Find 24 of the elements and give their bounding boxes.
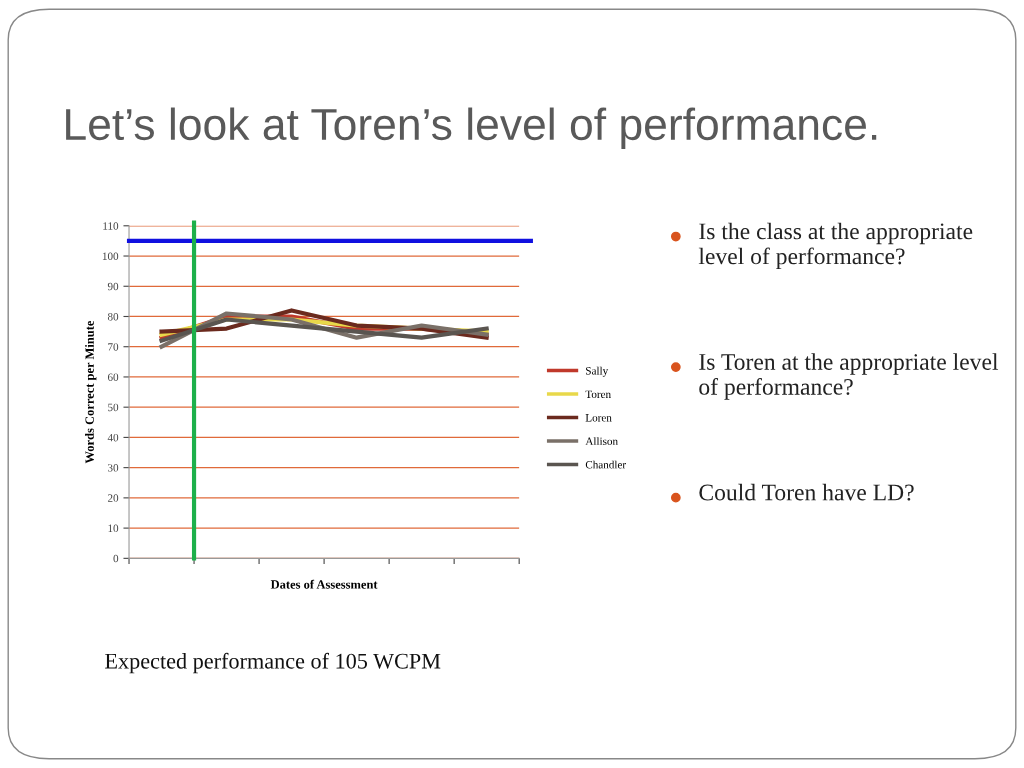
- y-tick-label: 70: [108, 343, 119, 351]
- text: Could Toren have LD?: [699, 483, 914, 501]
- legend-label: Chandler: [585, 460, 626, 469]
- y-axis-title: Words Correct per Minute: [85, 320, 97, 464]
- y-tick-label: 10: [108, 524, 119, 533]
- legend-label: Loren: [585, 414, 612, 422]
- y-tick-label: 50: [108, 403, 119, 412]
- y-tick-label: 80: [107, 312, 119, 321]
- y-tick-label: 40: [107, 433, 119, 442]
- y-tick-label: 30: [108, 464, 119, 472]
- legend-label: Toren: [585, 390, 611, 399]
- text: Is Toren at the appropriate level of performance?: [699, 353, 999, 400]
- legend-label: Allison: [585, 437, 618, 445]
- chart-title: Let’s look at Toren’s level of performance.: [66, 107, 877, 149]
- legend-label: Sally: [586, 366, 609, 377]
- y-tick-label: 90: [107, 282, 119, 291]
- y-tick-label: 110: [103, 222, 119, 230]
- y-tick-label: 60: [107, 373, 119, 381]
- text: Expected performance of 105 WCPM: [105, 652, 441, 674]
- y-tick-label: 20: [107, 494, 119, 502]
- y-tick-label: 0: [113, 554, 119, 563]
- y-tick-label: 100: [102, 252, 119, 260]
- text: Is the class at the appropriate level of performance?: [698, 222, 973, 270]
- x-axis-title: Dates of Assessment: [270, 579, 378, 589]
